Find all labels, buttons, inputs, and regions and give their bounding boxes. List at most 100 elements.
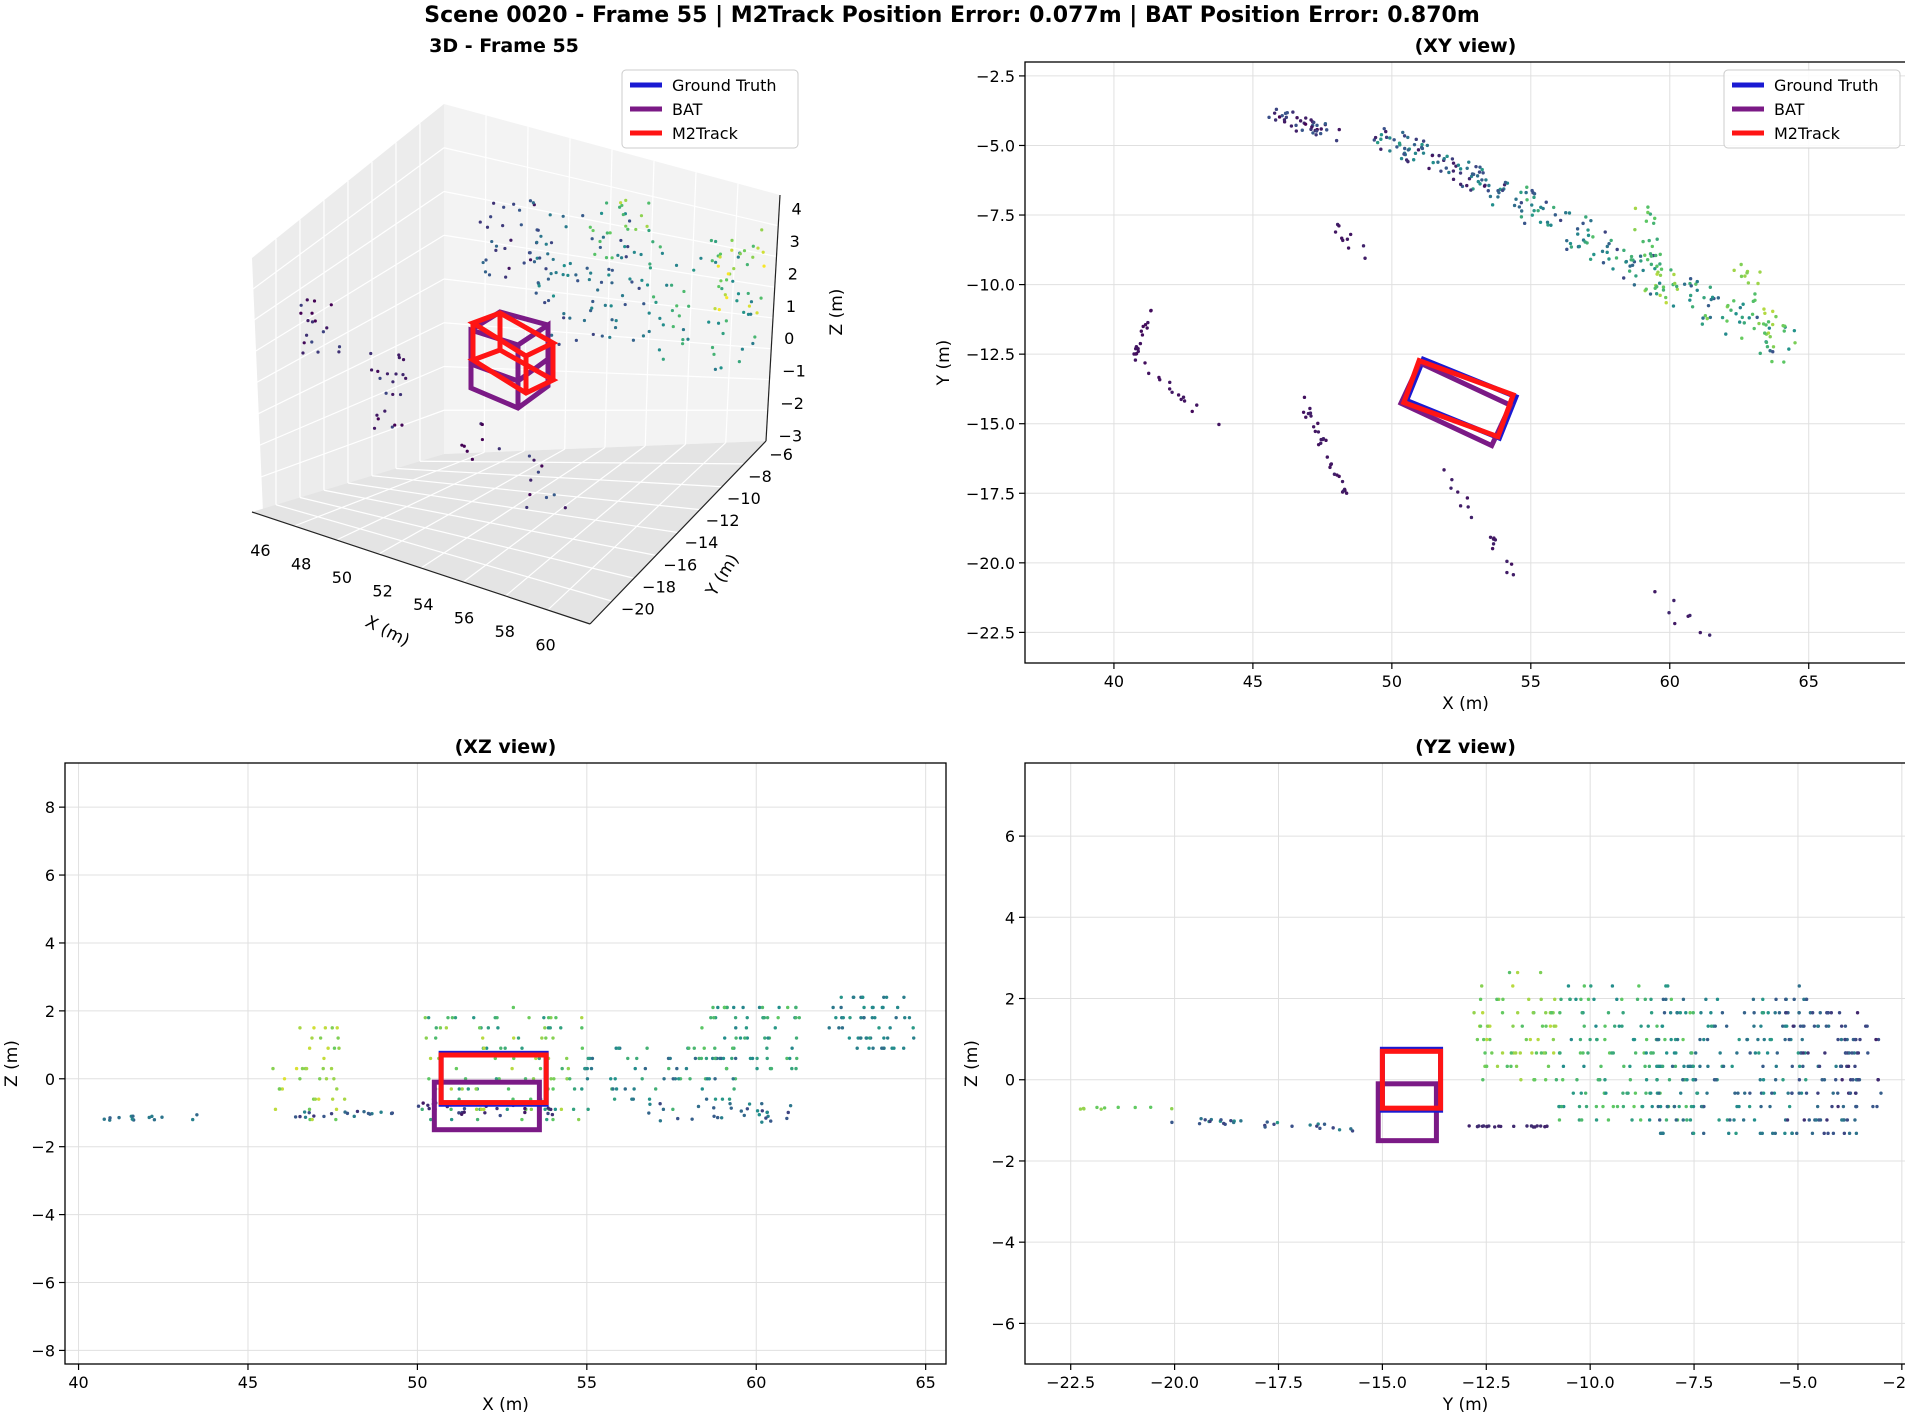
- 3d-point: [604, 201, 609, 205]
- panel-xz: (XZ view) 40 45 50 55 60 65 8 6 4 2 0 −2 −4 −6 −8 X (m) Z…: [2, 736, 947, 1415]
- pxy-point: [1480, 167, 1484, 172]
- pxz-point: [152, 1117, 157, 1122]
- pxz-point: [713, 1097, 718, 1101]
- pxz-point: [777, 1005, 781, 1010]
- 3d-point: [746, 291, 750, 296]
- pxy-point: [1179, 397, 1183, 402]
- pxy-point: [1643, 253, 1647, 257]
- pxy-point: [1673, 281, 1677, 286]
- pyz-point: [1758, 1078, 1762, 1082]
- pxz-point: [493, 1015, 497, 1020]
- pyz-point: [1472, 1011, 1476, 1015]
- pxy-point: [1283, 111, 1288, 116]
- pxz-point: [426, 1103, 430, 1107]
- pxy-point: [1141, 324, 1145, 329]
- pxz-point: [150, 1114, 154, 1119]
- pxz-point: [839, 995, 843, 999]
- pxy-point: [1530, 188, 1534, 193]
- pyz-point: [1798, 1024, 1803, 1028]
- pxz-point: [662, 1077, 666, 1081]
- 3d-point: [531, 201, 535, 205]
- pxz-xtick-label: 45: [238, 1373, 258, 1392]
- 3d-xtick-label: 58: [495, 622, 515, 641]
- pyz-point: [1239, 1119, 1243, 1123]
- pxy-point: [1509, 562, 1514, 566]
- pxz-point: [531, 1077, 536, 1081]
- pyz-point: [1836, 1104, 1840, 1109]
- pxz-point: [788, 1056, 792, 1061]
- pyz-point: [1848, 1091, 1852, 1095]
- pxy-point: [1558, 218, 1563, 223]
- pxy-point: [1546, 223, 1550, 227]
- pxy-point: [1564, 210, 1568, 215]
- pxy-point: [1741, 302, 1745, 306]
- pyz-point: [1640, 1104, 1645, 1109]
- pxz-point: [867, 1036, 872, 1040]
- 3d-point: [546, 298, 551, 303]
- pyz-point: [1588, 1037, 1592, 1042]
- panel-3d-title: 3D - Frame 55: [429, 35, 579, 57]
- pxz-point: [300, 1066, 305, 1071]
- pyz-point: [1831, 1131, 1836, 1136]
- pxy-point: [1487, 183, 1491, 188]
- pyz-point: [1668, 1011, 1673, 1015]
- pxy-point: [1672, 272, 1676, 277]
- pyz-point: [1656, 1037, 1660, 1042]
- pyz-point: [1095, 1105, 1099, 1110]
- pxy-point: [1176, 393, 1181, 397]
- pxy-point: [1768, 335, 1772, 339]
- pxy-point: [1708, 285, 1713, 289]
- pxy-point: [1195, 403, 1199, 407]
- 3d-point: [619, 256, 624, 260]
- pxz-point: [108, 1116, 112, 1120]
- 3d-point: [724, 278, 729, 282]
- 3d-point: [713, 367, 718, 371]
- 3d-point: [730, 248, 734, 252]
- pxy-point: [1505, 570, 1509, 575]
- pxy-legend-frame: [1723, 69, 1901, 149]
- pyz-point: [1847, 1131, 1852, 1136]
- pyz-point: [1704, 997, 1708, 1002]
- pxy-point: [1401, 130, 1405, 135]
- pane-floor: [252, 441, 766, 624]
- pxz-point: [720, 1097, 725, 1101]
- pyz-point: [1478, 1024, 1483, 1028]
- pxy-point: [1467, 160, 1471, 164]
- pyz-point: [1781, 1024, 1785, 1028]
- pxy-point: [1651, 221, 1656, 226]
- pxy-point: [1450, 157, 1455, 161]
- pyz-point: [1656, 1104, 1660, 1109]
- pxz-point: [585, 1077, 590, 1081]
- pxz-point: [493, 1056, 497, 1061]
- pxz-point: [449, 1107, 453, 1112]
- pxz-point: [692, 1046, 696, 1050]
- pxz-point: [549, 1077, 553, 1081]
- pyz-point: [1752, 1024, 1756, 1028]
- pxz-point: [546, 1015, 551, 1020]
- pxy-point: [1689, 284, 1693, 288]
- pxy-point: [1767, 326, 1772, 330]
- 3d-point: [590, 237, 594, 241]
- pxy-point: [1149, 309, 1153, 313]
- pyz-point: [1876, 1078, 1880, 1082]
- pyz-point: [1635, 997, 1640, 1002]
- pyz-point: [1717, 1118, 1721, 1122]
- pxy-point: [1139, 329, 1144, 333]
- pyz-point: [1499, 1124, 1503, 1129]
- 3d-point: [753, 335, 757, 339]
- pyz-point: [1752, 1118, 1757, 1122]
- pyz-point: [1837, 1011, 1842, 1015]
- pxy-point: [1646, 210, 1650, 215]
- pyz-point: [1546, 1064, 1551, 1069]
- 3d-point: [747, 304, 752, 308]
- pyz-point: [1509, 1064, 1513, 1069]
- pxy-point: [1310, 125, 1314, 129]
- pxy-point: [1672, 598, 1676, 603]
- pyz-point: [1475, 1124, 1480, 1129]
- pyz-point: [1866, 1051, 1870, 1055]
- pyz-point: [1484, 1064, 1489, 1069]
- pxz-point: [511, 1005, 516, 1010]
- pxy-point: [1481, 171, 1485, 175]
- pxz-point: [795, 1056, 799, 1061]
- pyz-point: [1505, 1064, 1509, 1069]
